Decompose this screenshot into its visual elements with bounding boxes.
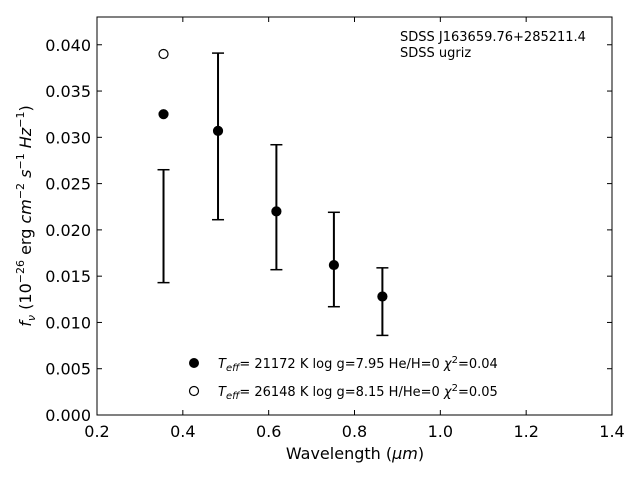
y-tick-label-6: 0.030 bbox=[45, 128, 91, 147]
errorbar-0 bbox=[157, 168, 170, 284]
data-point-filled-0 bbox=[158, 109, 169, 120]
y-tick-label-7: 0.035 bbox=[45, 82, 91, 101]
x-tick-label-0: 0.2 bbox=[84, 422, 109, 441]
data-point-filled-4 bbox=[377, 291, 388, 302]
legend-label-filled: Teff= 21172 K log g=7.95 He/H=0 χ2=0.04 bbox=[218, 355, 498, 374]
y-tick-label-8: 0.040 bbox=[45, 36, 91, 55]
y-axis-label: fν (10−26 erg cm−2 s−1 Hz−1) bbox=[14, 105, 38, 326]
legend-marker-filled bbox=[189, 358, 199, 368]
legend-label-open: Teff= 26148 K log g=8.15 H/He=0 χ2=0.05 bbox=[218, 383, 498, 402]
errorbar-1 bbox=[212, 52, 225, 221]
y-tick-label-4: 0.020 bbox=[45, 221, 91, 240]
x-axis-label: Wavelength (μm) bbox=[286, 444, 424, 463]
y-tick-label-0: 0.000 bbox=[45, 406, 91, 425]
legend: Teff= 21172 K log g=7.95 He/H=0 χ2=0.04 … bbox=[188, 355, 498, 402]
points bbox=[158, 48, 388, 302]
y-tick-label-5: 0.025 bbox=[45, 175, 91, 194]
y-tick-label-3: 0.015 bbox=[45, 267, 91, 286]
data-point-filled-1 bbox=[212, 125, 224, 136]
errorbar-3 bbox=[327, 211, 340, 308]
plot-area bbox=[96, 16, 613, 416]
data-point-open-0 bbox=[158, 48, 169, 60]
y-tick-label-2: 0.010 bbox=[45, 313, 91, 332]
x-tick-label-1: 0.4 bbox=[170, 422, 195, 441]
x-tick-label-4: 1.0 bbox=[428, 422, 453, 441]
x-tick-label-5: 1.2 bbox=[513, 422, 538, 441]
annotation-object: SDSS J163659.76+285211.4 bbox=[400, 30, 586, 45]
x-tick-label-2: 0.6 bbox=[256, 422, 281, 441]
x-tick-label-6: 1.4 bbox=[599, 422, 624, 441]
annotation-survey: SDSS ugriz bbox=[400, 46, 471, 61]
legend-marker-open bbox=[188, 385, 200, 397]
x-tick-label-3: 0.8 bbox=[342, 422, 367, 441]
data-point-filled-3 bbox=[328, 259, 339, 271]
ticks: 0.2 0.4 0.6 0.8 1.0 1.2 1.4 0.000 0.005 0.010 0.01… bbox=[45, 17, 625, 441]
data-point-filled-2 bbox=[271, 206, 282, 217]
y-tick-label-1: 0.005 bbox=[45, 360, 91, 379]
